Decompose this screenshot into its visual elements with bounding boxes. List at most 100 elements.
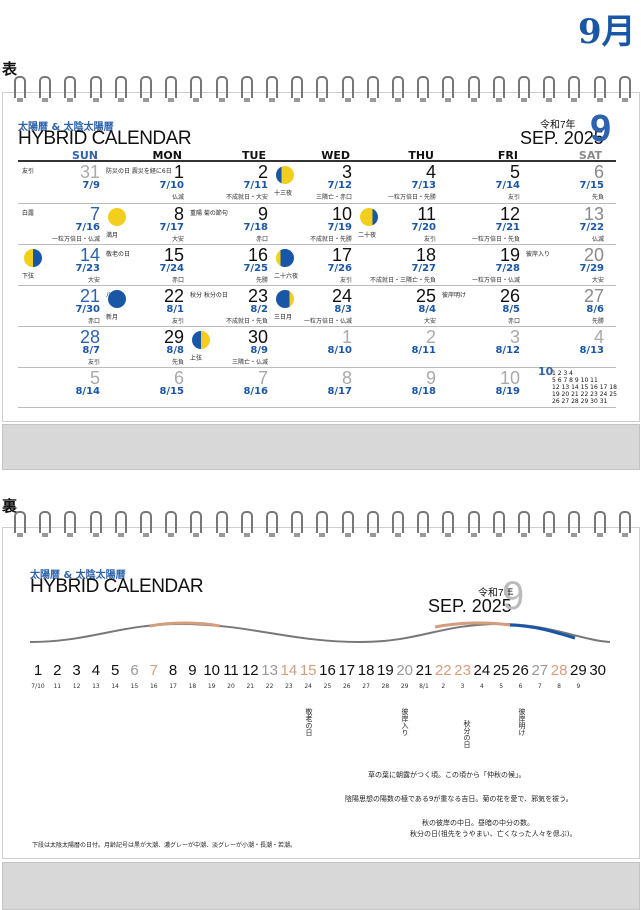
rokuyo-label: 一粒万倍日・仏滅 [51, 236, 100, 243]
day-number: 19 [499, 245, 520, 265]
day-number: 10 [331, 204, 352, 224]
rokuyo-label: 一粒万倍日・仏滅 [471, 277, 520, 284]
day-number: 31 [79, 162, 100, 182]
front-month-year: SEP. 2025 [520, 128, 604, 148]
back-section-label: 裏 [2, 497, 18, 515]
calendar-day-cell: 8 7/17 大安 満月 [102, 204, 186, 243]
rokuyo-label: 先負 [171, 359, 184, 366]
rokuyo-label: 不成就日・先負 [225, 318, 268, 325]
rokuyo-label: 友引 [423, 236, 436, 243]
weekday-fri: FRI [497, 149, 518, 162]
back-lunar-date: 18 [188, 683, 197, 690]
calendar-day-cell: 23 8/2 不成就日・先負 秋分 秋分の日 [186, 286, 270, 325]
grid-line [18, 367, 616, 368]
back-day-number: 6 [130, 662, 139, 679]
rokuyo-label: 大安 [87, 277, 100, 284]
moon-phase-label: 三日月 [274, 314, 293, 321]
back-lunar-date: 29 [400, 683, 409, 690]
note-shubun-1: 秋の彼岸の中日。昼暗の中分の数。 [422, 818, 534, 828]
calendar-day-cell: 4 8/13 [522, 327, 606, 366]
back-day-number: 9 [188, 662, 197, 679]
back-day-number: 23 [454, 662, 471, 679]
day-number: 25 [415, 286, 436, 306]
day-number: 5 [509, 162, 520, 182]
rokuyo-label: 三隣亡・仏滅 [231, 359, 268, 366]
back-lunar-date: 3 [460, 683, 465, 690]
calendar-day-cell: 7 8/16 [186, 368, 270, 407]
event-label: 秋分 秋分の日 [190, 292, 228, 299]
calendar-day-cell: 31 7/9 友引 [18, 162, 102, 201]
moon-phase-label: 二十夜 [358, 232, 377, 239]
binding-ring [114, 511, 127, 537]
binding-ring [568, 511, 581, 537]
day-number: 2 [425, 327, 436, 347]
binding-ring [140, 511, 152, 537]
mini-month: 10 [538, 365, 554, 378]
calendar-day-cell: 3 7/12 三隣亡・赤口 十三夜 [270, 162, 354, 201]
back-lunar-date: 9 [576, 683, 581, 690]
lunar-date: 8/9 [250, 345, 268, 356]
lunar-date: 8/2 [250, 304, 268, 315]
back-lunar-date: 19 [207, 683, 216, 690]
back-day-number: 7 [149, 662, 158, 679]
lunar-date: 8/11 [411, 345, 436, 356]
calendar-day-cell: 19 7/28 一粒万倍日・仏滅 [438, 245, 522, 284]
month-heading: 9月 [578, 12, 636, 52]
back-day-number: 21 [415, 662, 433, 679]
calendar-day-cell: 7 7/16 一粒万倍日・仏滅 白露 [18, 204, 102, 243]
day-number: 10 [499, 368, 520, 388]
day-number: 16 [247, 245, 268, 265]
rokuyo-label: 大安 [171, 236, 184, 243]
label-keiro: 敬老の日 [305, 708, 313, 736]
mini-row: 19 20 21 22 23 24 25 [552, 391, 617, 398]
calendar-day-cell: 3 8/12 [438, 327, 522, 366]
binding-ring [140, 76, 152, 102]
back-day-number: 15 [299, 662, 317, 679]
rokuyo-label: 赤口 [171, 277, 184, 284]
back-day-number: 22 [434, 662, 452, 679]
rokuyo-label: 仏滅 [591, 236, 604, 243]
lunar-date: 7/30 [75, 304, 100, 315]
binding-ring [190, 511, 203, 537]
lunar-date: 7/17 [159, 222, 184, 233]
lunar-date: 8/4 [418, 304, 436, 315]
binding-ring [89, 511, 102, 537]
day-number: 27 [583, 286, 604, 306]
binding-ring [114, 76, 127, 102]
rokuyo-label: 先勝 [591, 318, 604, 325]
binding-ring [266, 76, 278, 102]
calendar-day-cell: 28 8/7 友引 [18, 327, 102, 366]
event-label: 白露 [22, 210, 35, 217]
calendar-day-cell: 1 8/10 [270, 327, 354, 366]
day-number: 18 [415, 245, 436, 265]
lunar-date: 7/10 [159, 180, 184, 191]
binding-ring [442, 511, 455, 537]
back-card [2, 527, 640, 859]
lunar-date: 7/23 [75, 263, 100, 274]
binding-ring [64, 511, 77, 537]
binding-ring [543, 511, 556, 537]
back-brand-large: HYBRID CALENDAR [30, 576, 204, 597]
calendar-day-cell: 8 8/17 [270, 368, 354, 407]
back-lunar-date: 8/1 [419, 683, 429, 690]
rokuyo-label: 不成就日・先勝 [309, 236, 352, 243]
calendar-day-cell: 26 8/5 赤口 彼岸明け [438, 286, 522, 325]
calendar-day-cell: 30 8/9 三隣亡・仏滅 上弦 [186, 327, 270, 366]
day-number: 30 [247, 327, 268, 347]
day-number: 11 [417, 204, 436, 224]
rokuyo-label: 三隣亡・赤口 [315, 194, 352, 201]
calendar-day-cell: 12 7/21 一粒万倍日・先負 [438, 204, 522, 243]
lunar-date: 7/18 [243, 222, 268, 233]
mini-row: 5 6 7 8 9 10 11 [552, 377, 598, 384]
event-label: 彼岸明け [442, 292, 467, 299]
back-month-year: SEP. 2025 [428, 596, 512, 616]
rokuyo-label: 先負 [591, 194, 604, 201]
lunar-date: 7/21 [495, 222, 520, 233]
binding-ring [240, 511, 253, 537]
lunar-date: 7/26 [327, 263, 352, 274]
day-number: 12 [499, 204, 520, 224]
grid-line [18, 203, 616, 204]
front-era: 令和7年 [540, 120, 576, 131]
day-number: 24 [331, 286, 352, 306]
binding-ring [341, 511, 354, 537]
